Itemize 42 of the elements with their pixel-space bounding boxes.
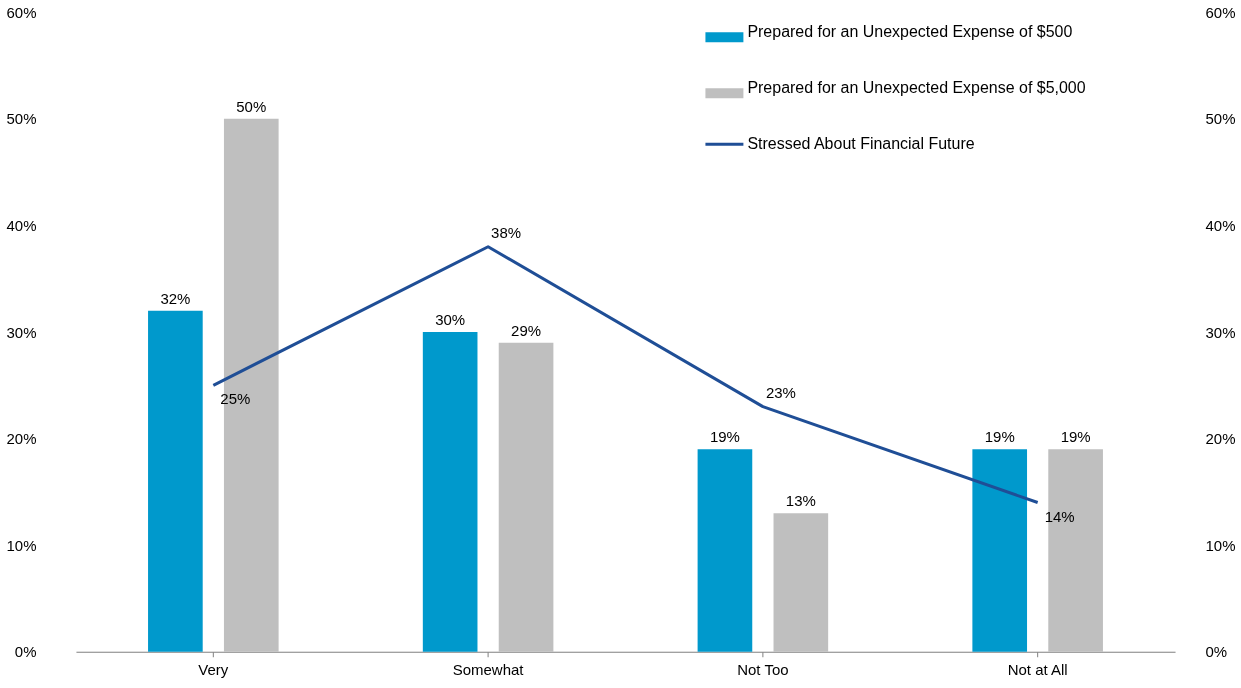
- y2-tick-label: 10%: [1205, 536, 1236, 554]
- y2-tick-label: 30%: [1205, 323, 1236, 341]
- legend-label: Prepared for an Unexpected Expense of $500: [747, 23, 1073, 41]
- y2-tick-label: 50%: [1205, 110, 1236, 128]
- y2-tick-label: 20%: [1205, 430, 1236, 448]
- y2-tick-label: 40%: [1205, 216, 1236, 234]
- y-tick-label: 30%: [6, 323, 37, 341]
- bar: [223, 118, 279, 652]
- data-label: 19%: [1060, 428, 1091, 446]
- y-tick-label: 20%: [6, 430, 37, 448]
- data-label: 25%: [220, 390, 251, 408]
- bar: [972, 449, 1028, 652]
- data-label: 29%: [511, 321, 542, 339]
- x-tick-label: Not at All: [1007, 661, 1068, 679]
- bar: [1048, 449, 1103, 652]
- y-tick-label: 60%: [6, 3, 37, 21]
- data-label: 19%: [709, 428, 740, 446]
- legend-label: Prepared for an Unexpected Expense of $5,000: [747, 79, 1086, 97]
- y-tick-label: 50%: [6, 110, 37, 128]
- line-series: [211, 245, 1040, 505]
- bar: [498, 342, 554, 652]
- data-label: 32%: [160, 289, 191, 307]
- y-tick-label: 10%: [6, 536, 37, 554]
- data-label: 13%: [785, 492, 816, 510]
- y2-tick-label: 60%: [1205, 3, 1236, 21]
- y-tick-label: 0%: [14, 643, 37, 661]
- data-label: 14%: [1044, 507, 1075, 525]
- data-label: 50%: [236, 97, 267, 115]
- data-label: 19%: [984, 428, 1015, 446]
- x-tick-label: Not Too: [737, 661, 789, 679]
- x-tick-label: Somewhat: [452, 661, 525, 679]
- x-tick-label: Very: [198, 661, 229, 679]
- data-label: 23%: [765, 383, 796, 401]
- y2-tick-label: 0%: [1205, 643, 1228, 661]
- bar: [422, 332, 478, 652]
- bar: [697, 449, 753, 652]
- y-tick-label: 40%: [6, 216, 37, 234]
- data-label: 30%: [435, 311, 466, 329]
- data-label: 38%: [491, 223, 522, 241]
- legend-label: Stressed About Financial Future: [747, 135, 975, 153]
- bar: [148, 310, 203, 652]
- bar: [773, 513, 829, 652]
